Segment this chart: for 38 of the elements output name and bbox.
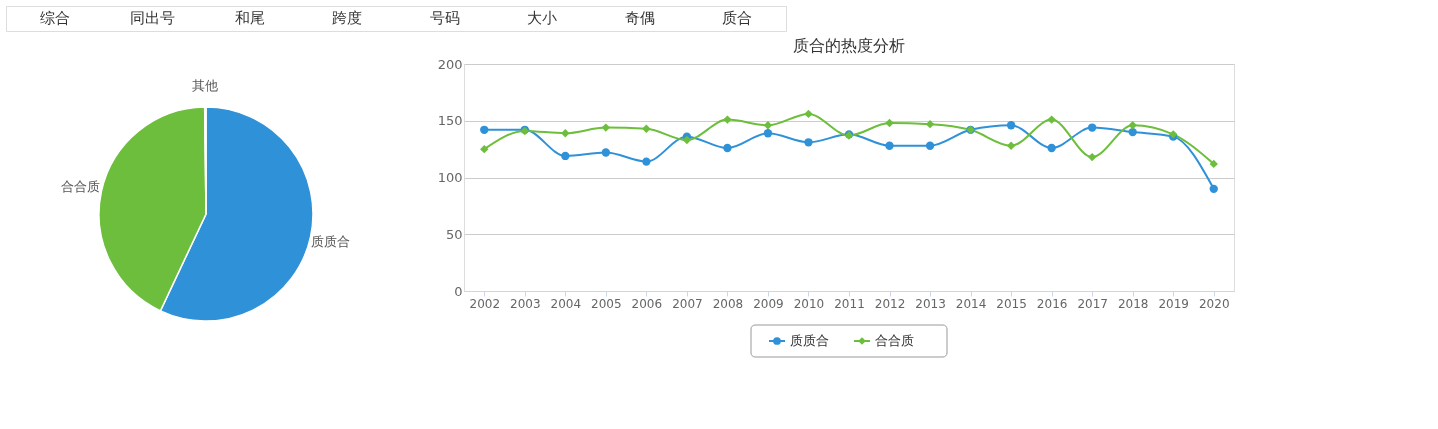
slice-label: 质质合 — [311, 233, 351, 249]
slice-label: 合合质 — [61, 178, 101, 194]
x-tick-label: 2020 — [1198, 296, 1230, 311]
chart-title: 质合的热度分析 — [793, 36, 905, 55]
text: 质合 — [722, 9, 753, 27]
x-tick-label: 2006 — [631, 296, 663, 311]
x-tick-label: 2009 — [753, 296, 784, 311]
text: 同出号 — [129, 9, 175, 27]
y-tick-label: 200 — [437, 56, 463, 72]
x-tick-label: 2010 — [793, 296, 825, 311]
text: 和尾 — [234, 9, 265, 27]
x-tick-label: 2015 — [996, 296, 1027, 311]
x-tick-label: 2011 — [834, 296, 865, 311]
text: 号码 — [429, 9, 460, 27]
x-tick-label: 2008 — [712, 296, 744, 311]
legend-label: 合合质 — [875, 333, 914, 348]
x-tick-label: 2019 — [1158, 296, 1189, 311]
legend-label: 质质合 — [790, 333, 829, 348]
x-tick-label: 2017 — [1077, 296, 1108, 311]
x-tick-label: 2004 — [550, 296, 582, 311]
x-tick-label: 2018 — [1117, 296, 1149, 311]
x-tick-label: 2002 — [469, 296, 501, 311]
text: 大小 — [527, 9, 558, 27]
x-tick-label: 2013 — [915, 296, 946, 311]
slice-label: 其他 — [192, 78, 219, 93]
x-tick-label: 2003 — [510, 296, 541, 311]
text: 综合 — [39, 9, 70, 27]
y-tick-label: 150 — [437, 113, 463, 129]
y-tick-label: 0 — [454, 283, 463, 299]
y-tick-label: 50 — [445, 226, 463, 242]
x-tick-label: 2014 — [955, 296, 987, 311]
x-tick-label: 2016 — [1036, 296, 1068, 311]
y-tick-label: 100 — [437, 170, 463, 185]
text: 奇偶 — [624, 9, 655, 27]
x-tick-label: 2005 — [591, 296, 622, 311]
x-tick-label: 2012 — [874, 296, 906, 311]
text: 跨度 — [332, 9, 363, 27]
x-tick-label: 2007 — [672, 296, 703, 311]
